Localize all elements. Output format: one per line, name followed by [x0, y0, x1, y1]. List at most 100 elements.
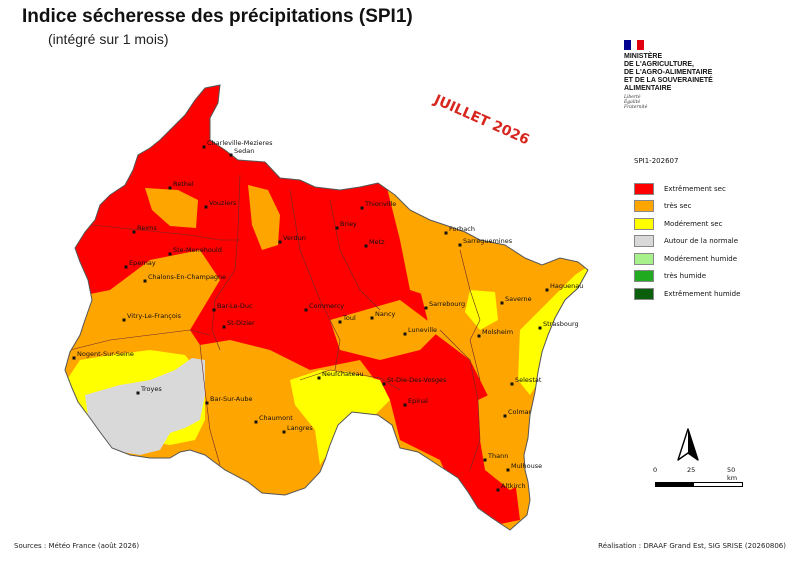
- zone-very-dry-lorraine: [330, 300, 440, 360]
- legend-item-very-dry: très sec: [634, 198, 740, 216]
- city-label: Forbach: [449, 225, 475, 233]
- city-marker: Epernay: [124, 259, 156, 269]
- city-marker: Commercy: [304, 302, 344, 312]
- city-marker: Nogent-Sur-Seine: [72, 350, 134, 360]
- city-marker: Rethel: [168, 180, 194, 190]
- city-label: Langres: [287, 424, 313, 432]
- city-label: Bar-Sur-Aube: [210, 395, 252, 403]
- city-label: Verdun: [283, 234, 306, 242]
- zone-moderately-dry-center: [290, 370, 390, 465]
- city-dot: [212, 308, 216, 312]
- city-dot: [444, 231, 448, 235]
- city-dot: [545, 288, 549, 292]
- flag-stripe-blue: [624, 40, 631, 50]
- city-dot: [506, 468, 510, 472]
- legend-swatch: [634, 182, 654, 195]
- north-arrow-icon: [677, 428, 699, 461]
- city-label: Toul: [342, 314, 356, 322]
- map-subtitle: (intégré sur 1 mois): [48, 31, 169, 47]
- city-marker: Sedan: [229, 147, 254, 157]
- legend-label: très humide: [664, 272, 707, 281]
- legend-item-moderately-dry: Modérement sec: [634, 215, 740, 233]
- french-flag-icon: [624, 40, 645, 50]
- border-vosges-alsace: [439, 329, 481, 471]
- legend-item-very-wet: très humide: [634, 268, 740, 286]
- ministry-name: Ministère de l'Agriculture, de l'Agro-al…: [624, 53, 713, 92]
- city-dot: [168, 252, 172, 256]
- legend-label: Extrêmement sec: [664, 184, 726, 193]
- city-dot: [403, 332, 407, 336]
- legend-swatch: [634, 217, 654, 230]
- zone-very-dry-verdun: [248, 185, 280, 250]
- city-marker: Nancy: [370, 310, 396, 320]
- city-label: Neufchateau: [322, 370, 364, 378]
- city-label: Rethel: [173, 180, 194, 188]
- border-moselle-alsace: [459, 249, 481, 381]
- city-dot: [317, 376, 321, 380]
- city-dot: [205, 401, 209, 405]
- city-marker: Metz: [364, 238, 385, 248]
- zone-near-normal-troyes: [85, 358, 205, 455]
- city-dot: [424, 306, 428, 310]
- legend-label: Autour de la normale: [664, 237, 739, 246]
- legend: Extrêmement sec très sec Modérement sec …: [634, 180, 740, 303]
- city-marker: Haguenau: [545, 282, 583, 292]
- city-label: Colmar: [508, 408, 532, 416]
- city-marker: Altkirch: [496, 482, 526, 492]
- scale-label-50: 50 km: [727, 466, 738, 482]
- city-marker: Luneville: [403, 326, 437, 336]
- city-marker: Reims: [132, 224, 157, 234]
- scale-label-0: 0: [653, 466, 658, 474]
- border-aube-haute-marne: [199, 344, 221, 466]
- city-label: Haguenau: [550, 282, 583, 290]
- city-dot: [370, 316, 374, 320]
- city-marker: Sarrebourg: [424, 300, 465, 310]
- city-marker: Bar-Sur-Aube: [205, 395, 252, 405]
- legend-swatch: [634, 235, 654, 248]
- city-label: Luneville: [408, 326, 437, 334]
- city-marker: Charleville-Mezieres: [202, 139, 273, 149]
- legend-label: Modérement sec: [664, 219, 723, 228]
- city-label: Epinal: [408, 397, 428, 405]
- city-marker: Thionville: [360, 200, 396, 210]
- city-label: Chaumont: [259, 414, 293, 422]
- city-dot: [335, 226, 339, 230]
- zone-very-dry-east: [400, 240, 560, 310]
- city-dot: [483, 458, 487, 462]
- city-dot: [338, 320, 342, 324]
- flag-stripe-white: [630, 40, 638, 50]
- legend-item-moderately-wet: Modérement humide: [634, 250, 740, 268]
- city-marker: Epinal: [403, 397, 428, 407]
- legend-swatch: [634, 200, 654, 213]
- city-label: Saverne: [505, 295, 532, 303]
- border-meuse-meurthe: [289, 189, 341, 371]
- city-dot: [132, 230, 136, 234]
- border-marne-aube: [69, 329, 211, 351]
- city-label: Ste-Menehould: [173, 246, 222, 254]
- city-dot: [382, 382, 386, 386]
- department-borders: [69, 174, 481, 471]
- city-dot: [122, 318, 126, 322]
- legend-item-extremely-dry: Extrêmement sec: [634, 180, 740, 198]
- city-label: Epernay: [129, 259, 156, 267]
- city-dot: [204, 205, 208, 209]
- legend-label: très sec: [664, 202, 692, 211]
- city-dot: [458, 243, 462, 247]
- zone-very-dry-ardennes: [145, 188, 198, 228]
- city-dot: [254, 420, 258, 424]
- credit-note: Réalisation : DRAAF Grand Est, SIG SRISE…: [598, 542, 786, 550]
- zone-very-dry-south: [200, 350, 320, 490]
- city-label: Selestat: [515, 376, 542, 384]
- city-dot: [282, 430, 286, 434]
- city-marker: Vouziers: [204, 199, 237, 209]
- city-dot: [360, 206, 364, 210]
- city-dot: [496, 488, 500, 492]
- city-dot: [136, 391, 140, 395]
- border-ardennes-marne: [91, 224, 240, 241]
- city-marker: Langres: [282, 424, 313, 434]
- city-marker: Briey: [335, 220, 357, 230]
- city-dot: [278, 240, 282, 244]
- city-dot: [510, 382, 514, 386]
